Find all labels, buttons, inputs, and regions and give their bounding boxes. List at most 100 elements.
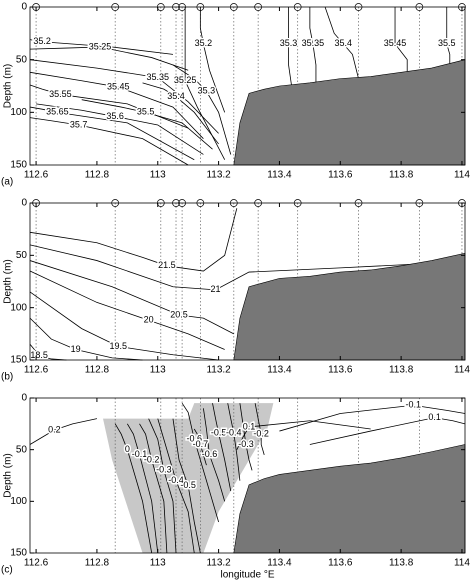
contour-line [29, 244, 466, 291]
plot-frame [29, 6, 466, 166]
x-tick-label: 113.2 [206, 170, 231, 181]
y-tick-label: 150 [10, 355, 27, 366]
x-tick-label: 112.8 [85, 365, 110, 376]
contour-line [142, 82, 219, 145]
contour-line [446, 7, 451, 64]
contour-label: -0.4 [168, 475, 184, 485]
seabed [233, 59, 466, 166]
contour-label: -0.6 [202, 449, 218, 459]
contour-label: 21.5 [158, 260, 176, 270]
contour-line [29, 39, 174, 55]
contour-label: -0.2 [144, 454, 160, 464]
x-tick-label: 113.6 [328, 558, 353, 569]
y-tick-label: 150 [10, 160, 27, 171]
panel-label: (a) [1, 177, 13, 188]
contour-label: 19 [71, 344, 81, 354]
contour-line [29, 418, 98, 445]
contour-line [29, 46, 189, 71]
contour-line [126, 423, 159, 554]
contour-line [279, 404, 466, 432]
x-tick-label: 114 [454, 170, 470, 181]
contour-line [29, 106, 195, 161]
x-tick-label: 113.6 [328, 170, 353, 181]
contour-label: -0.6 [187, 434, 203, 444]
panel-label: (c) [1, 565, 13, 576]
contour-label: 20.5 [170, 309, 188, 319]
contour-label: 18.5 [30, 350, 48, 360]
contour-line [181, 402, 219, 523]
x-tick-label: 113.4 [267, 365, 292, 376]
contour-label: 0.1 [243, 421, 256, 431]
contour-label: 35.6 [106, 111, 124, 121]
x-tick-label: 114 [454, 365, 470, 376]
contour-line [227, 403, 241, 481]
plot-frame [29, 202, 466, 361]
contour-label: 0 [125, 444, 130, 454]
contour-label: 35.5 [137, 107, 155, 117]
x-tick-label: 113.8 [389, 558, 414, 569]
contour-line [172, 418, 201, 554]
y-tick-label: 0 [21, 2, 27, 13]
y-tick-label: 0 [21, 393, 27, 404]
y-tick-label: 100 [10, 496, 27, 507]
seabed [233, 444, 466, 554]
contour-label: 35.3 [198, 86, 216, 96]
y-tick-label: 100 [10, 107, 27, 118]
contour-label: 21 [211, 284, 221, 294]
y-tick-label: 150 [10, 548, 27, 559]
contour-line [29, 84, 189, 129]
contour-line [193, 428, 207, 466]
x-tick-label: 112.6 [24, 558, 49, 569]
contour-line [239, 403, 253, 471]
y-tick-label: 50 [16, 54, 28, 65]
contour-line [199, 7, 226, 113]
contour-label: 35.4 [167, 91, 185, 101]
contour-line [309, 417, 466, 445]
contour-line [29, 317, 143, 361]
contour-line [29, 59, 219, 134]
contour-label: -0.3 [238, 439, 254, 449]
contour-label: -0.1 [406, 400, 422, 410]
contour-label: -0.2 [253, 429, 269, 439]
contour-line [29, 71, 204, 139]
x-tick-label: 113 [150, 365, 166, 376]
contour-line [36, 103, 204, 155]
contour-label: -0.4 [226, 428, 242, 438]
contour-label: 35.7 [70, 119, 88, 129]
plot-frame [29, 397, 466, 554]
x-tick-label: 113.4 [267, 170, 292, 181]
x-tick-label: 113.2 [206, 558, 231, 569]
contour-line [172, 64, 232, 155]
contour-label: 19.5 [109, 341, 127, 351]
contour-line [288, 7, 293, 87]
contour-label: -0.5 [211, 428, 227, 438]
contour-line [212, 403, 232, 492]
contour-label: 0.1 [428, 412, 441, 422]
contour-label: 35.25 [174, 75, 197, 85]
y-tick-label: 0 [21, 198, 27, 209]
x-axis-label: longitude °E [220, 570, 274, 581]
contour-line [139, 423, 168, 554]
x-tick-label: 113 [150, 558, 166, 569]
panel-label: (b) [1, 372, 13, 383]
contour-line [157, 418, 195, 554]
contour-label: 35.35 [146, 72, 169, 82]
x-tick-label: 113.2 [206, 365, 231, 376]
contour-line [114, 423, 153, 554]
y-tick-label: 50 [16, 250, 28, 261]
x-tick-label: 112.6 [24, 170, 49, 181]
contour-label: 35.35 [302, 38, 325, 48]
y-tick-label: 100 [10, 302, 27, 313]
contour-line [29, 344, 67, 361]
y-tick-label: 50 [16, 444, 28, 455]
contour-line [324, 6, 359, 79]
contour-line [254, 403, 265, 455]
contour-label: 35.65 [46, 107, 69, 117]
contour-line [236, 420, 371, 450]
x-tick-label: 112.8 [85, 558, 110, 569]
x-tick-label: 114 [454, 558, 470, 569]
contour-label: 20 [144, 315, 154, 325]
contour-line [29, 291, 219, 361]
contour-label: -0.7 [193, 439, 209, 449]
